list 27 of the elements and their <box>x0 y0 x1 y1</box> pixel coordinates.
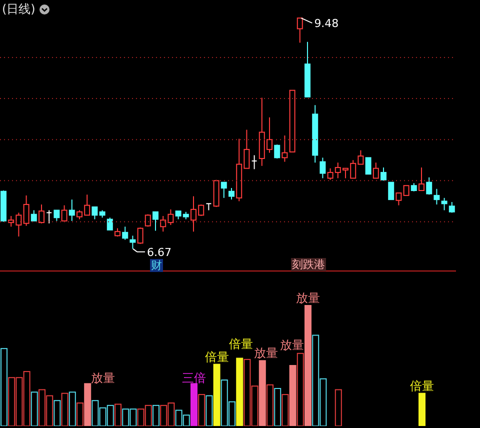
annotation: 倍量 <box>410 379 434 393</box>
bar <box>236 358 244 426</box>
annotation: 放量 <box>296 291 320 305</box>
annotation: 三倍 <box>182 371 206 385</box>
candlestick <box>312 104 318 164</box>
bar <box>190 383 198 426</box>
candlestick <box>68 199 75 222</box>
annotation: 倍量 <box>229 337 253 351</box>
annotation: 放量 <box>254 346 278 360</box>
annotation: 放量 <box>280 338 304 352</box>
bar <box>213 364 220 426</box>
annotation: 倍量 <box>205 350 229 364</box>
candlestick <box>434 188 440 205</box>
bar <box>304 305 312 426</box>
annotation: 刻跌港 <box>291 258 326 271</box>
candlestick <box>282 135 288 162</box>
bar <box>258 360 266 426</box>
bar <box>418 392 426 426</box>
candlestick <box>251 154 258 170</box>
chart-title: (日线) <box>2 1 36 18</box>
annotation: 放量 <box>91 371 115 385</box>
annotation: 6.67 <box>147 246 172 259</box>
annotation: 财 <box>150 259 163 272</box>
candlestick <box>130 235 136 250</box>
bar <box>289 365 296 426</box>
bar <box>84 383 92 426</box>
annotation: 9.48 <box>314 17 339 30</box>
